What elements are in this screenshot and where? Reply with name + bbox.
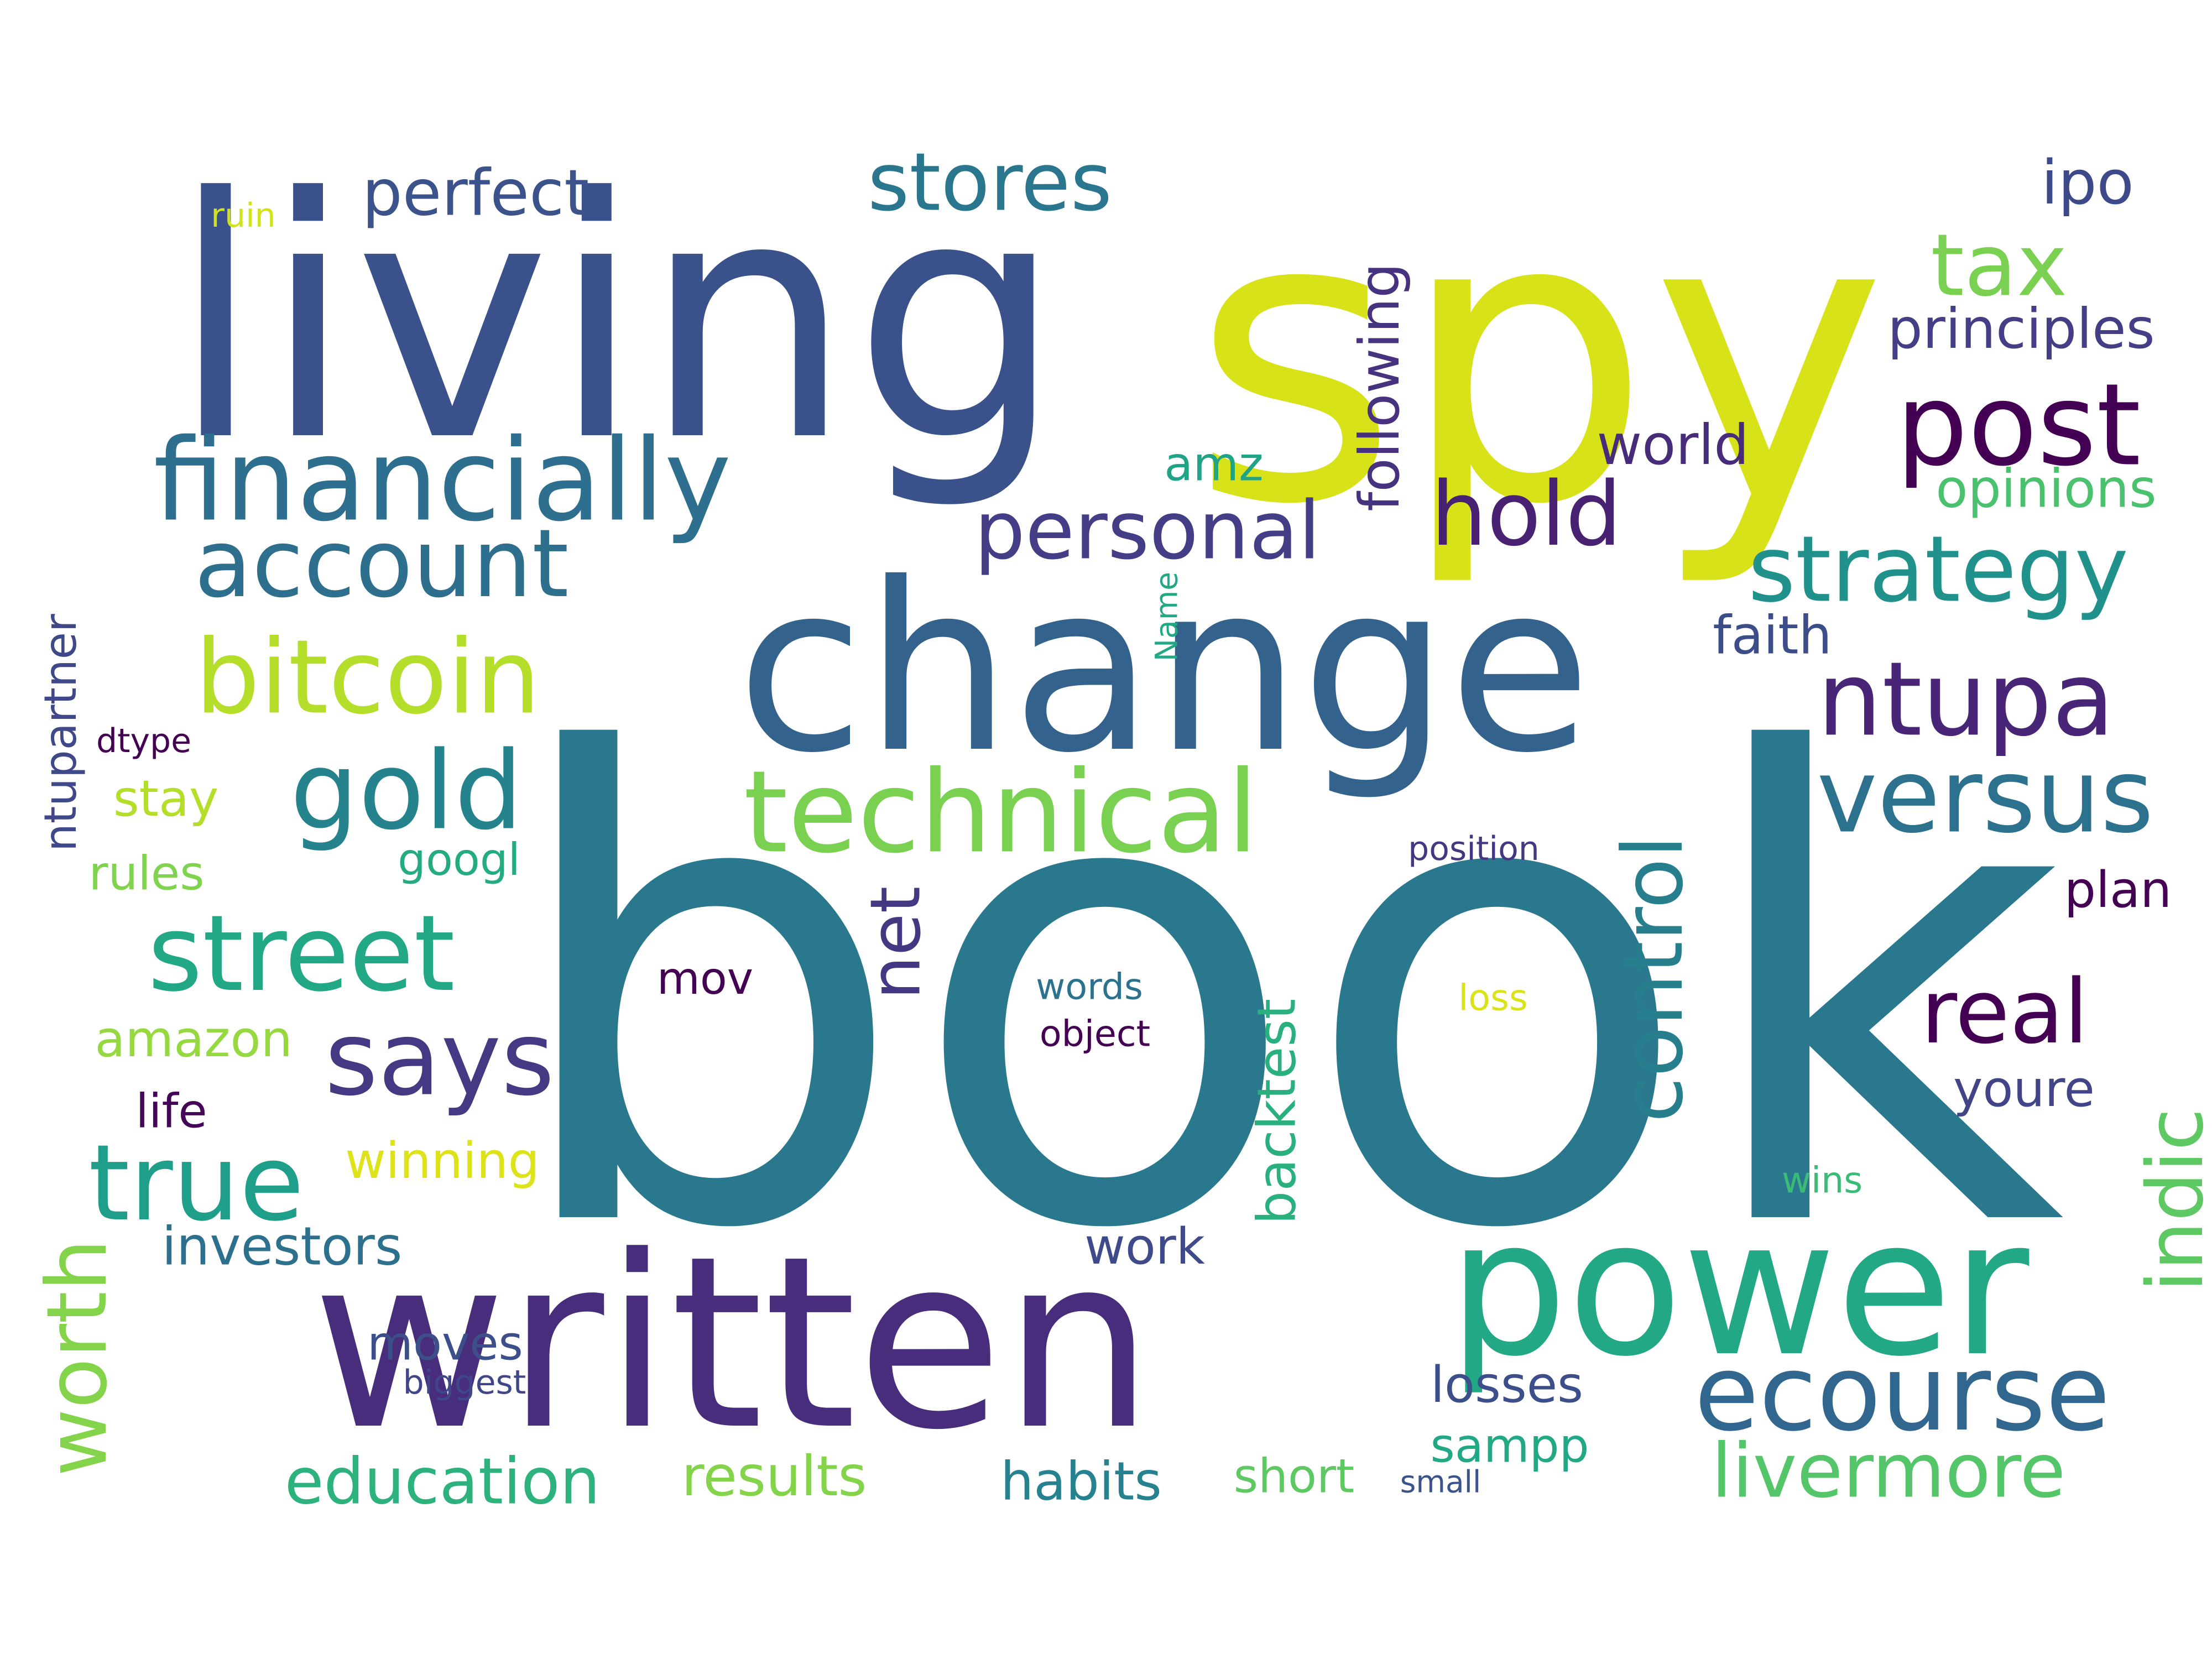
word-sampp: sampp bbox=[1430, 1418, 1589, 1474]
word-strategy: strategy bbox=[1747, 516, 2129, 623]
word-control: control bbox=[1605, 835, 1702, 1123]
word-following: following bbox=[1347, 263, 1412, 512]
word-tax: tax bbox=[1931, 215, 2068, 316]
word-object: object bbox=[1039, 1013, 1151, 1055]
word-ntupa: ntupa bbox=[1817, 639, 2115, 759]
word-world: world bbox=[1597, 413, 1749, 477]
word-stay: stay bbox=[113, 770, 219, 828]
word-position: position bbox=[1408, 830, 1540, 868]
word-ipo: ipo bbox=[2041, 147, 2134, 218]
word-words: words bbox=[1036, 966, 1143, 1008]
word-hold: hold bbox=[1431, 462, 1622, 566]
word-rules: rules bbox=[88, 846, 205, 901]
word-book: book bbox=[501, 622, 2065, 1369]
word-googl: googl bbox=[398, 834, 520, 885]
word-investors: investors bbox=[161, 1216, 403, 1277]
word-gold: gold bbox=[290, 728, 523, 854]
word-biggest: biggest bbox=[403, 1363, 526, 1402]
word-technical: technical bbox=[743, 747, 1259, 879]
word-backtest: backtest bbox=[1246, 998, 1308, 1225]
word-post: post bbox=[1896, 359, 2141, 492]
word-ntupartner: ntupartner bbox=[35, 614, 86, 852]
word-amz: amz bbox=[1164, 437, 1264, 492]
word-faith: faith bbox=[1713, 605, 1832, 666]
word-versus: versus bbox=[1817, 736, 2154, 856]
word-losses: losses bbox=[1430, 1356, 1584, 1414]
word-short: short bbox=[1233, 1449, 1355, 1504]
word-small: small bbox=[1400, 1464, 1481, 1500]
word-habits: habits bbox=[1000, 1451, 1162, 1512]
word-indic: indic bbox=[2131, 1108, 2212, 1292]
word-winning: winning bbox=[345, 1132, 540, 1190]
word-written: written bbox=[311, 1206, 1154, 1482]
word-results: results bbox=[681, 1444, 867, 1509]
word-ruin: ruin bbox=[211, 196, 276, 235]
word-name: Name bbox=[1149, 571, 1185, 662]
word-perfect: perfect bbox=[362, 156, 589, 231]
word-loss: loss bbox=[1458, 977, 1528, 1019]
word-financially: financially bbox=[153, 415, 732, 547]
word-livermore: livermore bbox=[1711, 1427, 2066, 1515]
word-principles: principles bbox=[1887, 296, 2155, 361]
word-moves: moves bbox=[367, 1316, 523, 1371]
word-dtype: dtype bbox=[96, 722, 192, 760]
word-plan: plan bbox=[2064, 861, 2172, 919]
word-net: net bbox=[855, 886, 936, 1000]
word-says: says bbox=[325, 999, 555, 1119]
word-work: work bbox=[1084, 1218, 1205, 1276]
word-bitcoin: bitcoin bbox=[195, 617, 541, 737]
word-stores: stores bbox=[867, 135, 1113, 229]
word-personal: personal bbox=[974, 484, 1321, 578]
word-mov: mov bbox=[656, 953, 754, 1004]
word-true: true bbox=[88, 1122, 304, 1244]
word-power: power bbox=[1448, 1179, 2030, 1398]
word-amazon: amazon bbox=[95, 1010, 293, 1068]
word-real: real bbox=[1921, 960, 2089, 1063]
word-street: street bbox=[148, 893, 455, 1015]
word-living: living bbox=[169, 127, 1064, 514]
word-youre: youre bbox=[1953, 1060, 2095, 1118]
word-account: account bbox=[194, 509, 569, 619]
word-ecourse: ecourse bbox=[1694, 1332, 2111, 1454]
word-education: education bbox=[284, 1444, 601, 1519]
word-change: change bbox=[737, 534, 1592, 804]
word-life: life bbox=[135, 1084, 207, 1139]
word-opinions: opinions bbox=[1936, 458, 2157, 520]
word-spy: spy bbox=[1191, 128, 1887, 591]
word-wins: wins bbox=[1781, 1160, 1863, 1202]
word-worth: worth bbox=[29, 1238, 126, 1477]
